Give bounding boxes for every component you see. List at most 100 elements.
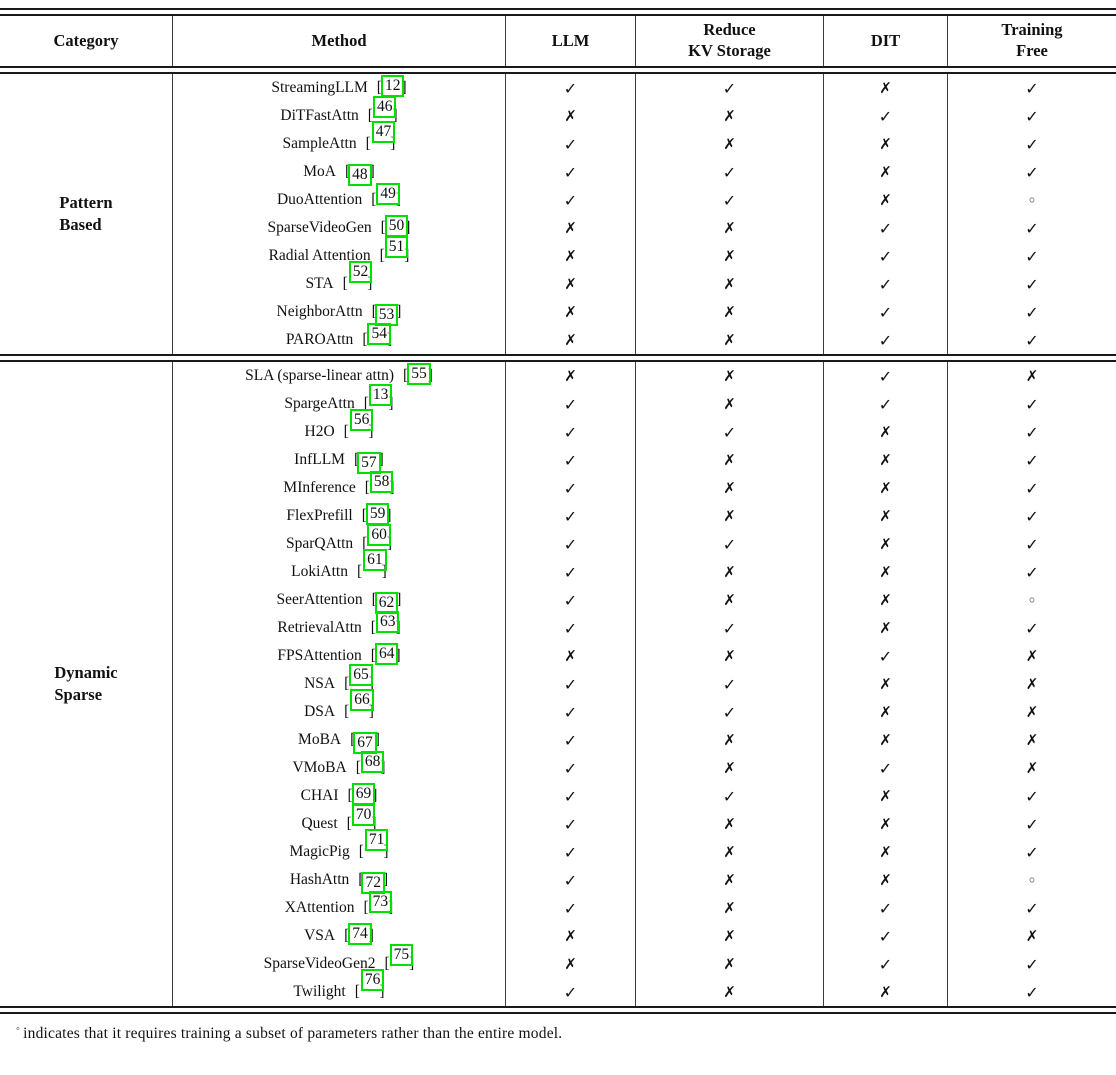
citation-annotation-box[interactable]: 66: [350, 688, 374, 712]
citation-link[interactable]: [47]: [365, 120, 396, 152]
citation-annotation-box[interactable]: 53: [374, 303, 399, 327]
citation-link[interactable]: [67]: [350, 729, 380, 755]
llm-mark: ✓: [505, 158, 635, 186]
dit-mark: ✗: [823, 530, 947, 558]
citation-annotation-box[interactable]: 13: [368, 383, 393, 407]
citation-link[interactable]: [49]: [371, 182, 402, 208]
method-name: PAROAttn: [285, 331, 354, 348]
table-row: DuoAttention[49] ✓ ✓ ✗ ◦: [173, 182, 1116, 214]
citation-link[interactable]: [64]: [370, 642, 401, 666]
dit-mark: ✓: [823, 326, 947, 354]
citation-annotation-box[interactable]: 71: [364, 828, 389, 852]
training_free-mark: ✓: [947, 418, 1116, 446]
citation-link[interactable]: [73]: [363, 890, 394, 916]
citation-link[interactable]: [61]: [357, 548, 387, 580]
citation-annotation-box[interactable]: 59: [365, 502, 390, 526]
table-row: SparseVideoGen2[75] ✗ ✗ ✓ ✓: [173, 943, 1116, 978]
citation-annotation-box[interactable]: 60: [367, 523, 391, 547]
citation-annotation-box[interactable]: 63: [375, 610, 400, 634]
table-row: MoBA[67] ✓ ✗ ✗ ✗: [173, 726, 1116, 755]
citation-link[interactable]: [71]: [358, 828, 389, 860]
citation-link[interactable]: [63]: [370, 610, 401, 636]
citation-annotation-box[interactable]: 47: [371, 120, 396, 144]
llm-mark: ✓: [505, 130, 635, 158]
reduce_kv_storage-mark: ✗: [635, 754, 823, 782]
reduce_kv_storage-mark: ✗: [635, 894, 823, 922]
citation-link[interactable]: [70]: [346, 803, 377, 832]
citation-annotation-box[interactable]: 54: [367, 322, 391, 346]
dit-mark: ✓: [823, 242, 947, 270]
dit-mark: ✗: [823, 74, 947, 102]
citation-link[interactable]: [65]: [344, 663, 374, 692]
citation-link[interactable]: [51]: [379, 235, 410, 264]
table-header-row: Category Method LLM Reduce KV Storage DIT Tra…: [0, 16, 1116, 66]
table-row: Twilight[76] ✓ ✗ ✗ ✓: [173, 968, 1116, 1006]
citation-link[interactable]: [76]: [354, 968, 385, 1000]
citation-annotation-box[interactable]: 57: [357, 451, 381, 475]
llm-mark: ✓: [505, 446, 635, 474]
citation-annotation-box[interactable]: 51: [384, 235, 409, 259]
citation-annotation-box[interactable]: 72: [361, 871, 385, 895]
method-cell: FlexPrefill[59]: [173, 502, 505, 530]
table-row: STA[52] ✗ ✗ ✓ ✓: [173, 260, 1116, 298]
citation-link[interactable]: [57]: [354, 449, 384, 475]
citation-annotation-box[interactable]: 12: [380, 74, 405, 98]
citation-link[interactable]: [46]: [367, 95, 398, 124]
citation-annotation-box[interactable]: 73: [368, 890, 393, 914]
citation-link[interactable]: [58]: [364, 470, 395, 496]
table-row: SparQAttn[60] ✓ ✓ ✗ ✓: [173, 523, 1116, 558]
training_free-mark: ✓: [947, 130, 1116, 158]
citation-link[interactable]: [72]: [358, 869, 388, 895]
citation-link[interactable]: [13]: [363, 383, 394, 412]
llm-mark: ✗: [505, 242, 635, 270]
method-cell: CHAI[69]: [173, 782, 505, 810]
citation-annotation-box[interactable]: 62: [374, 591, 399, 615]
method-cell: MagicPig [71]: [173, 828, 505, 866]
citation-annotation-box[interactable]: 65: [349, 663, 373, 687]
reduce_kv_storage-mark: ✓: [635, 698, 823, 726]
training_free-mark: ✓: [947, 270, 1116, 298]
citation-annotation-box[interactable]: 58: [369, 470, 394, 494]
method-name: XAttention: [284, 899, 355, 916]
citation-annotation-box[interactable]: 75: [389, 943, 414, 967]
citation-annotation-box[interactable]: 70: [351, 803, 376, 827]
citation-annotation-box[interactable]: 55: [407, 362, 431, 386]
citation-link[interactable]: [74]: [344, 922, 374, 946]
citation-link[interactable]: [54]: [362, 322, 393, 348]
method-cell: HashAttn [72]: [173, 866, 505, 895]
citation-link[interactable]: [68]: [355, 750, 386, 776]
citation-annotation-box[interactable]: 61: [363, 548, 387, 572]
training_free-mark: ✓: [947, 558, 1116, 586]
reduce_kv_storage-mark: ✗: [635, 446, 823, 474]
citation-annotation-box[interactable]: 69: [351, 782, 376, 806]
citation-annotation-box[interactable]: 50: [384, 214, 409, 238]
citation-link[interactable]: [62]: [372, 589, 401, 615]
citation-annotation-box[interactable]: 56: [349, 408, 374, 432]
citation-annotation-box[interactable]: 52: [348, 260, 373, 284]
citation-annotation-box[interactable]: 46: [372, 95, 397, 119]
citation-link[interactable]: [66]: [344, 688, 374, 720]
method-name: SparQAttn: [285, 535, 354, 552]
citation-link[interactable]: [75]: [384, 943, 415, 972]
citation-link[interactable]: [48]: [345, 161, 375, 187]
method-cell: XAttention [73]: [173, 890, 505, 922]
reduce_kv_storage-mark: ✗: [635, 474, 823, 502]
citation-link[interactable]: [60]: [362, 523, 392, 552]
dit-mark: ✗: [823, 186, 947, 214]
training_free-mark: ✓: [947, 158, 1116, 186]
citation-annotation-box[interactable]: 74: [348, 922, 372, 946]
citation-annotation-box[interactable]: 67: [353, 731, 377, 755]
citation-annotation-box[interactable]: 68: [360, 750, 385, 774]
citation-annotation-box[interactable]: 49: [376, 182, 400, 206]
training_free-mark: ✓: [947, 894, 1116, 922]
citation-annotation-box[interactable]: 64: [374, 642, 399, 666]
citation-annotation-box[interactable]: 76: [360, 968, 385, 992]
method-name: RetrievalAttn: [277, 619, 362, 636]
citation-link[interactable]: [56]: [343, 408, 374, 440]
citation-link[interactable]: [55]: [403, 362, 433, 386]
citation-link[interactable]: [53]: [372, 301, 401, 327]
table-row: NSA[65] ✓ ✓ ✗ ✗: [173, 663, 1116, 698]
citation-link[interactable]: [52]: [342, 260, 373, 292]
llm-mark: ✗: [505, 950, 635, 978]
citation-annotation-box[interactable]: 48: [348, 163, 372, 187]
